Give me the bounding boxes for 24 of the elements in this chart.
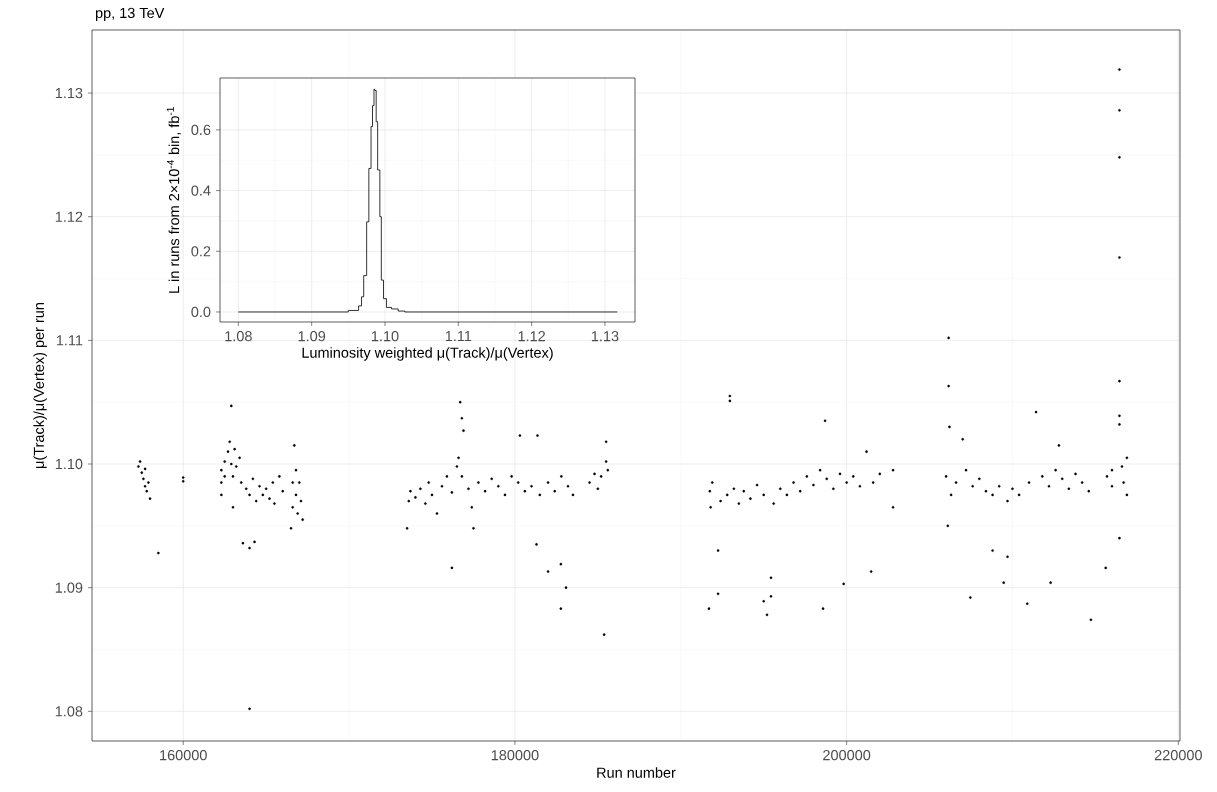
y-tick-label: 0.0 (191, 306, 211, 318)
x-tick-label: 1.08 (225, 331, 252, 342)
y-tick-label: 0.4 (191, 185, 211, 196)
x-tick-label: 220000 (1154, 750, 1202, 761)
chart-title: pp, 13 TeV (95, 7, 165, 21)
y-tick-label: 1.10 (55, 458, 83, 470)
x-tick-label: 1.10 (371, 331, 399, 342)
y-axis-title: μ(Track)/μ(Vertex) per run (33, 303, 47, 468)
y-tick-label: 1.13 (55, 87, 83, 99)
x-tick-label: 180000 (491, 750, 539, 761)
x-tick-label: 1.09 (298, 331, 326, 342)
x-tick-label: 1.11 (445, 331, 472, 341)
y-tick-label: 1.12 (55, 211, 83, 222)
y-tick-label: 0.6 (191, 124, 211, 136)
x-axis-title: Run number (597, 767, 676, 778)
y-tick-label: 1.08 (55, 706, 83, 717)
x-tick-label: 1.13 (591, 331, 619, 342)
y-axis-title: L in runs from 2×10$^{-4}$ bin, fb$^{-1}$ (166, 107, 181, 293)
y-tick-label: 1.09 (55, 582, 83, 593)
x-tick-label: 200000 (823, 750, 871, 761)
x-tick-label: 1.12 (518, 331, 546, 342)
x-axis-title: Luminosity weighted μ(Track)/μ(Vertex) (302, 347, 553, 361)
y-tick-label: 0.2 (191, 246, 211, 257)
x-tick-label: 160000 (160, 750, 207, 761)
